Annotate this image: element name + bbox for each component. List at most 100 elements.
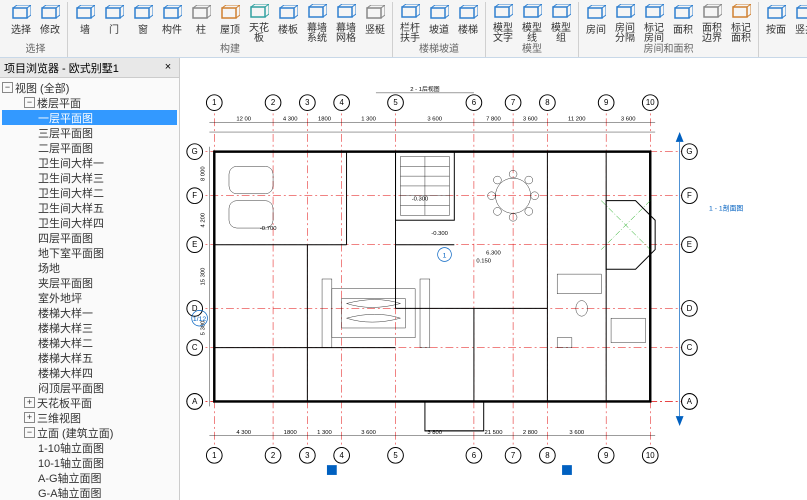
svg-text:2: 2 [271,98,275,107]
shaft-label: 竖井 [795,26,807,36]
shaft-icon [794,4,807,24]
tree-node[interactable]: 卫生间大样二 [2,185,177,200]
tree-node[interactable]: 地下室平面图 [2,245,177,260]
door-label: 门 [109,26,119,36]
svg-text:3 600: 3 600 [523,116,538,122]
svg-text:7: 7 [511,451,515,460]
component-button[interactable]: 构件 [158,2,186,44]
svg-text:3 600: 3 600 [361,430,376,436]
stair-icon [457,4,479,24]
mullion-button[interactable]: 竖梃 [361,2,389,44]
svg-text:3 600: 3 600 [621,116,636,122]
tree-node[interactable]: −立面 (建筑立面) [2,425,177,440]
roof-button[interactable]: 屋顶 [216,2,244,44]
close-icon[interactable]: × [161,61,175,75]
room-sep-button[interactable]: 房间分隔 [611,2,639,44]
model-text-icon [492,4,514,22]
svg-text:2 800: 2 800 [523,430,538,436]
window-button[interactable]: 窗 [129,2,157,44]
wall-icon [74,4,96,24]
tree-node[interactable]: 四层平面图 [2,230,177,245]
curtain-grid-button[interactable]: 幕墙网格 [332,2,360,44]
project-browser-tree[interactable]: −视图 (全部)−楼层平面一层平面图三层平面图二层平面图卫生间大样一卫生间大样三… [0,78,179,498]
model-text-label: 模型文字 [489,24,517,44]
area-bound-button[interactable]: 面积边界 [698,2,726,44]
tree-node[interactable]: 楼梯大样三 [2,320,177,335]
floor-button[interactable]: 楼板 [274,2,302,44]
tree-node[interactable]: 一层平面图 [2,110,177,125]
select-button[interactable]: 选择 [7,2,35,44]
svg-text:4 300: 4 300 [236,430,251,436]
outer-wall [214,152,650,402]
tree-node[interactable]: −楼层平面 [2,95,177,110]
tree-node[interactable]: 场地 [2,260,177,275]
model-group-button[interactable]: 模型组 [547,2,575,44]
tree-node[interactable]: 三层平面图 [2,125,177,140]
curtain-sys-button[interactable]: 幕墙系统 [303,2,331,44]
shaft-button[interactable]: 竖井 [791,2,807,44]
by-face-button[interactable]: 按面 [762,2,790,44]
tag-area-button[interactable]: 标记面积 [727,2,755,44]
tree-node[interactable]: 楼梯大样四 [2,365,177,380]
window-label: 窗 [138,26,148,36]
curtain-sys-label: 幕墙系统 [303,24,331,44]
tree-node[interactable]: 卫生间大样五 [2,200,177,215]
svg-text:15 300: 15 300 [200,267,206,286]
area-button[interactable]: 面积 [669,2,697,44]
svg-text:1: 1 [443,252,447,259]
select-icon [10,4,32,24]
tree-node[interactable]: +三维视图 [2,410,177,425]
drawing-canvas[interactable]: 2 - 1后视图 1122334455667788991010 GGFFEEDD… [180,58,807,500]
svg-text:4: 4 [339,98,344,107]
tree-node[interactable]: A-G轴立面图 [2,470,177,485]
floor-label: 楼板 [278,26,298,36]
tree-node[interactable]: 楼梯大样一 [2,305,177,320]
ceiling-button[interactable]: 天花板 [245,2,273,44]
tree-node[interactable]: 室外地坪 [2,290,177,305]
svg-text:3: 3 [305,451,310,460]
tree-node[interactable]: +天花板平面 [2,395,177,410]
by-face-icon [765,4,787,24]
svg-text:C: C [687,343,693,352]
door-button[interactable]: 门 [100,2,128,44]
floor-plan-view[interactable]: 2 - 1后视图 1122334455667788991010 GGFFEEDD… [180,58,807,500]
railing-button[interactable]: 栏杆扶手 [396,2,424,44]
svg-text:A: A [192,397,198,406]
svg-text:1800: 1800 [284,430,298,436]
tree-node[interactable]: 1-10轴立面图 [2,440,177,455]
tree-node[interactable]: 闷顶层平面图 [2,380,177,395]
area-icon [672,4,694,24]
tag-room-button[interactable]: 标记房间 [640,2,668,44]
ramp-button[interactable]: 坡道 [425,2,453,44]
area-label: 面积 [673,26,693,36]
curtain-grid-label: 幕墙网格 [332,24,360,44]
tree-node[interactable]: 楼梯大样五 [2,350,177,365]
stair-button[interactable]: 楼梯 [454,2,482,44]
tree-node[interactable]: 卫生间大样一 [2,155,177,170]
svg-text:D: D [687,304,693,313]
select-label: 选择 [11,26,31,36]
tree-node[interactable]: 楼梯大样二 [2,335,177,350]
tree-node[interactable]: 二层平面图 [2,140,177,155]
tree-node[interactable]: G-A轴立面图 [2,485,177,498]
tree-root[interactable]: −视图 (全部) [2,80,177,95]
svg-text:E: E [192,240,197,249]
tree-node[interactable]: 10-1轴立面图 [2,455,177,470]
model-text-button[interactable]: 模型文字 [489,2,517,44]
ceiling-label: 天花板 [245,24,273,44]
tree-node[interactable]: 卫生间大样三 [2,170,177,185]
room-button[interactable]: 房间 [582,2,610,44]
model-line-button[interactable]: 模型线 [518,2,546,44]
svg-text:F: F [192,191,197,200]
tree-node[interactable]: 夹层平面图 [2,275,177,290]
tree-node[interactable]: 卫生间大样四 [2,215,177,230]
modify-button[interactable]: 修改 [36,2,64,44]
tag-area-label: 标记面积 [727,24,755,44]
svg-text:1 - 1剖面图: 1 - 1剖面图 [709,203,743,212]
wall-button[interactable]: 墙 [71,2,99,44]
column-button[interactable]: 柱 [187,2,215,44]
model-group-label: 模型组 [547,24,575,44]
mullion-icon [364,4,386,24]
mullion-label: 竖梃 [365,26,385,36]
column-icon [190,4,212,24]
